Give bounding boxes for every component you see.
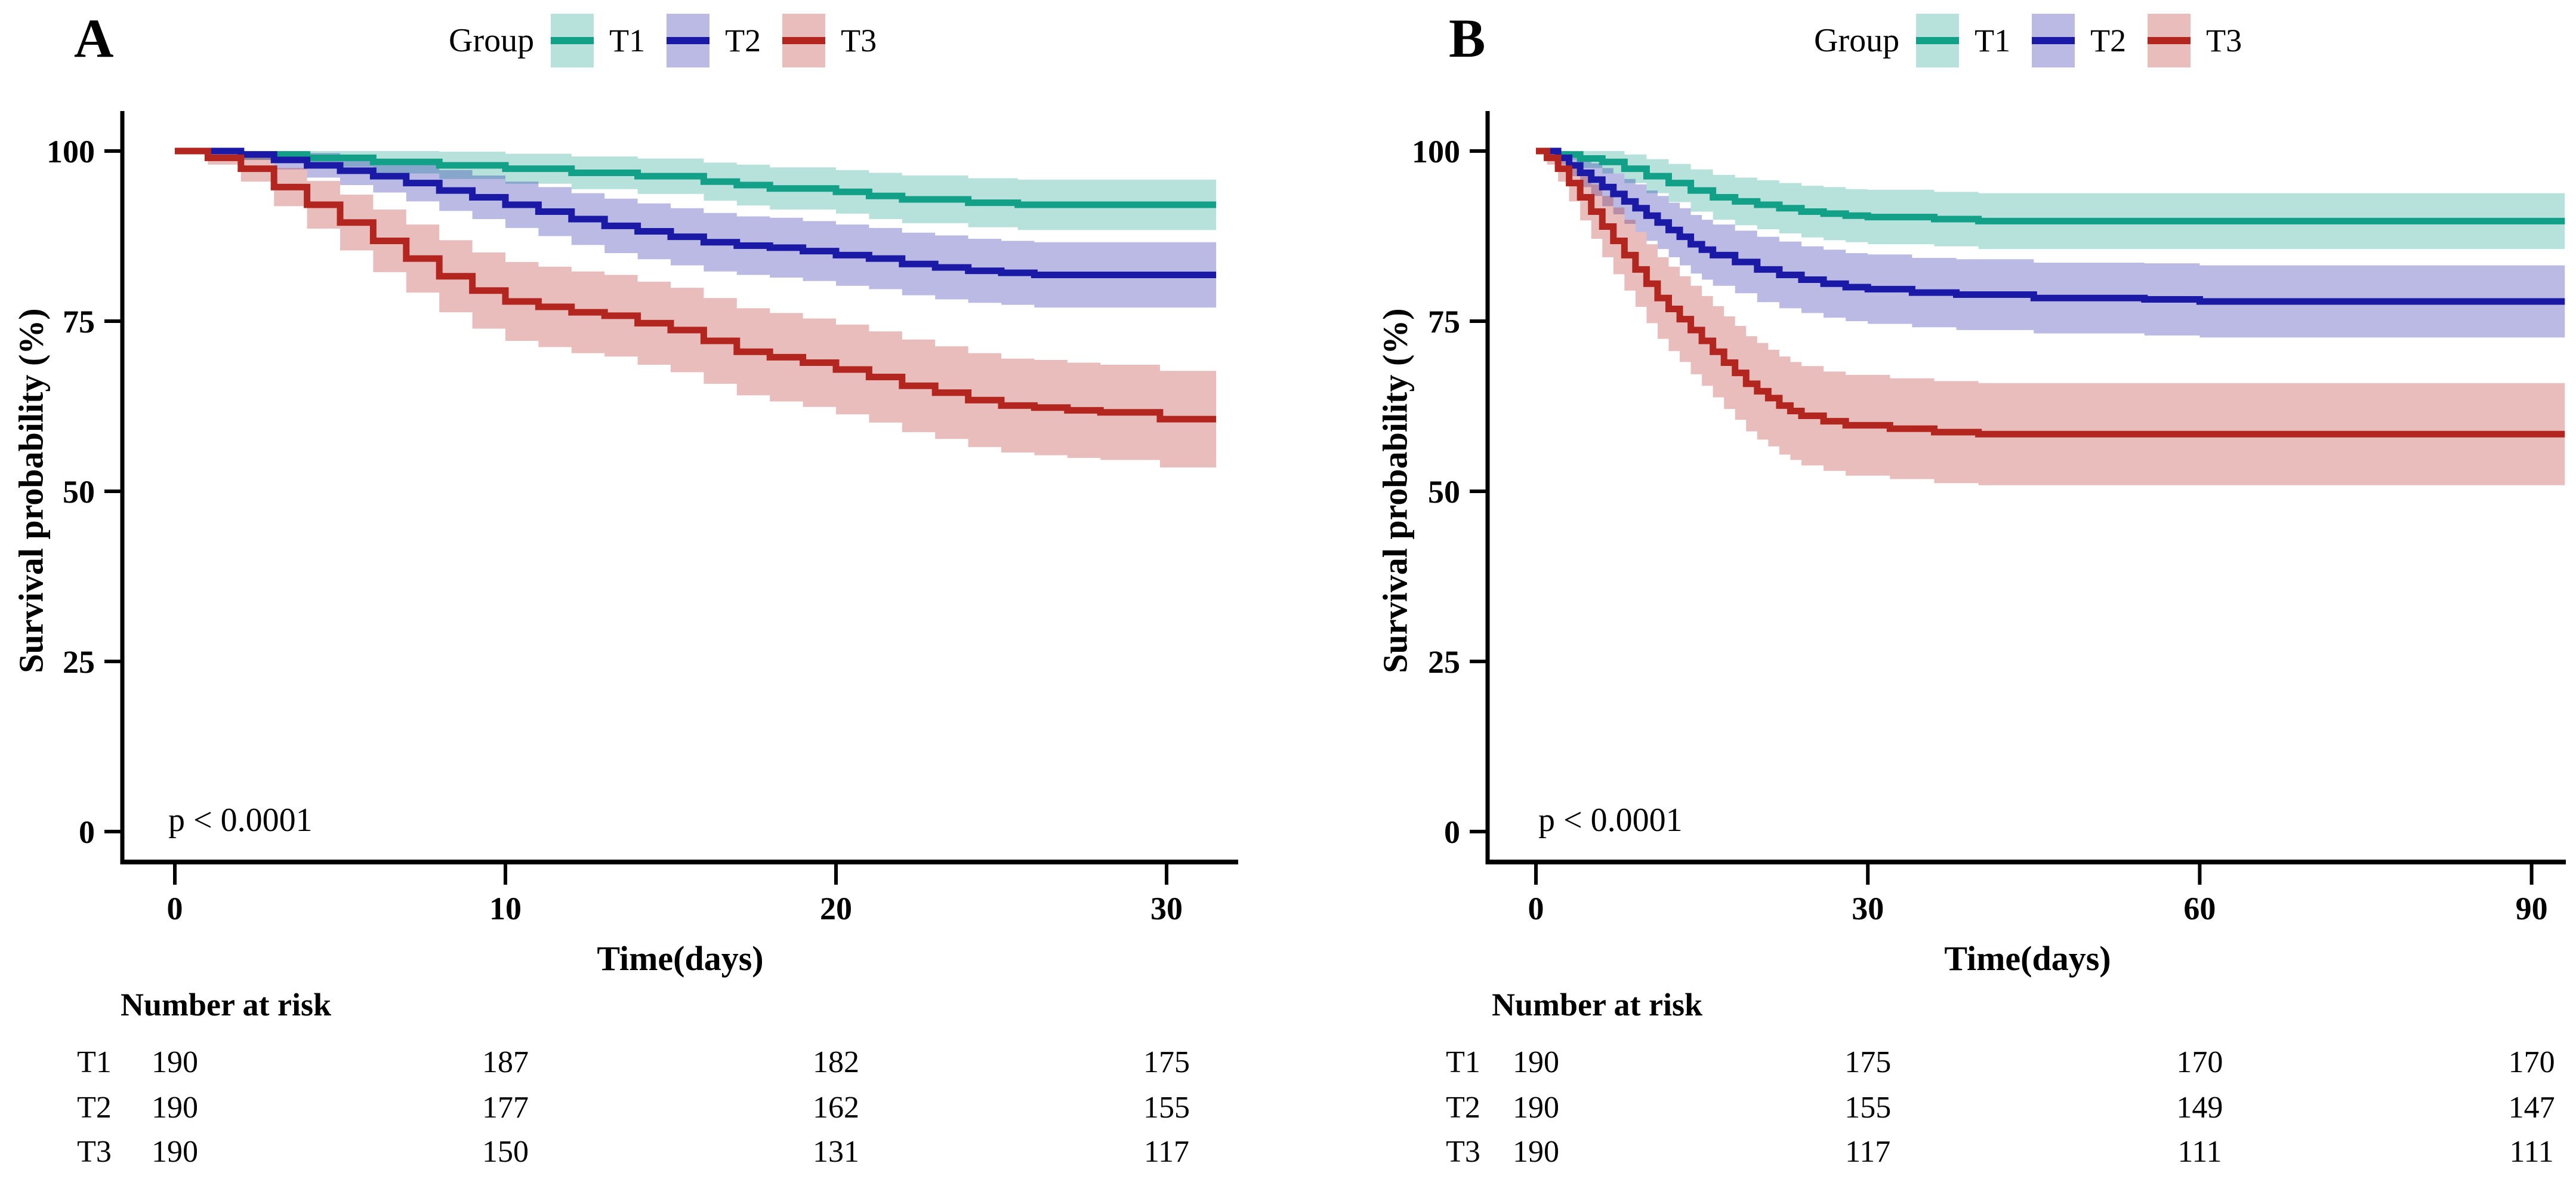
ci-ribbon-t3-panel-b <box>1536 151 2565 485</box>
survival-curve-t2-panel-a <box>175 147 1217 278</box>
risk-count: 149 <box>2176 1091 2223 1125</box>
legend-key-line <box>782 37 826 44</box>
risk-row-label: T2 <box>1446 1091 1480 1125</box>
risk-count: 131 <box>813 1135 859 1169</box>
legend-key-t3 <box>2148 14 2191 67</box>
legend-label: T2 <box>725 23 761 59</box>
survival-curve-t2-panel-b <box>1536 147 2565 305</box>
risk-count: 175 <box>1143 1045 1190 1079</box>
risk-row-label: T2 <box>77 1091 112 1125</box>
legend-label: T1 <box>1975 23 2011 59</box>
p-value-a: p < 0.0001 <box>168 802 313 839</box>
y-tick-label: 25 <box>1428 644 1460 680</box>
x-tick-label: 90 <box>2516 891 2548 926</box>
legend-key-line <box>667 37 710 44</box>
panel-a-letter: A <box>74 8 114 69</box>
legend-title: Group <box>449 22 535 59</box>
risk-count: 170 <box>2176 1045 2223 1079</box>
x-tick-label: 30 <box>1150 891 1183 926</box>
risk-row-label: T1 <box>77 1045 112 1079</box>
legend-item-t3: T3 <box>2148 14 2242 67</box>
risk-count: 155 <box>1844 1091 1892 1125</box>
legend-item-t1: T1 <box>1916 14 2010 67</box>
risk-count: 190 <box>1513 1045 1559 1079</box>
risk-count: 111 <box>2509 1135 2554 1169</box>
x-tick-label: 0 <box>1528 891 1544 926</box>
legend-key-t1 <box>551 14 594 67</box>
risk-count: 187 <box>482 1045 529 1079</box>
risk-row-label: T3 <box>77 1135 112 1169</box>
risk-count: 162 <box>813 1091 859 1125</box>
legend-key-line <box>2032 37 2075 44</box>
risk-count: 117 <box>1143 1135 1190 1169</box>
y-tick-label: 75 <box>1428 304 1460 340</box>
legend-panel-b: Group T1 T2 T3 <box>1814 10 2259 72</box>
y-axis-title-b: Survival probability (%) <box>1375 308 1415 673</box>
risk-count: 190 <box>1513 1135 1559 1169</box>
legend-label: T3 <box>2206 23 2242 59</box>
legend-key-line <box>2148 37 2191 44</box>
y-axis-title-a: Survival probability (%) <box>11 308 51 673</box>
legend-item-t2: T2 <box>2032 14 2126 67</box>
panel-b-letter: B <box>1449 8 1486 69</box>
x-tick-label: 60 <box>2183 891 2216 926</box>
risk-count: 117 <box>1845 1135 1891 1169</box>
legend-item-t2: T2 <box>667 14 761 67</box>
ci-ribbon-t2-panel-b <box>1536 151 2565 338</box>
x-tick-label: 10 <box>489 891 522 926</box>
x-tick-label: 0 <box>167 891 183 926</box>
ci-ribbon-t1-panel-b <box>1536 151 2565 250</box>
legend-item-t3: T3 <box>782 14 877 67</box>
risk-count: 150 <box>482 1135 529 1169</box>
legend-key-t2 <box>667 14 710 67</box>
y-tick-label: 0 <box>1444 814 1460 850</box>
risk-count: 175 <box>1844 1045 1892 1079</box>
risk-row-label: T3 <box>1446 1135 1480 1169</box>
y-tick-label: 50 <box>63 474 95 510</box>
risk-count: 147 <box>2508 1091 2555 1125</box>
y-tick-label: 100 <box>47 134 95 170</box>
legend-key-t1 <box>1916 14 1960 67</box>
x-tick-label: 30 <box>1852 891 1884 926</box>
risk-count: 177 <box>482 1091 529 1125</box>
legend-label: T3 <box>841 23 877 59</box>
risk-count: 190 <box>152 1045 198 1079</box>
x-axis-title-a: Time(days) <box>597 939 764 978</box>
y-tick-label: 75 <box>63 304 95 340</box>
ci-ribbon-t3-panel-a <box>175 151 1217 468</box>
risk-count: 190 <box>1513 1091 1559 1125</box>
legend-panel-a: Group T1 T2 T3 <box>449 10 893 72</box>
survival-curve-t3-panel-b <box>1536 147 2565 438</box>
risk-count: 182 <box>813 1045 859 1079</box>
x-axis-title-b: Time(days) <box>1944 939 2111 978</box>
survival-curve-t1-panel-a <box>175 147 1217 208</box>
survival-curve-t1-panel-b <box>1536 147 2565 224</box>
risk-row-label: T1 <box>1446 1045 1480 1079</box>
legend-title: Group <box>1814 22 1900 59</box>
legend-key-t3 <box>782 14 826 67</box>
y-tick-label: 25 <box>63 644 95 680</box>
risk-count: 190 <box>152 1091 198 1125</box>
survival-curve-t3-panel-a <box>175 147 1217 423</box>
legend-item-t1: T1 <box>551 14 645 67</box>
risk-count: 111 <box>2177 1135 2222 1169</box>
y-tick-label: 50 <box>1428 474 1460 510</box>
y-tick-label: 100 <box>1412 134 1460 170</box>
risk-count: 170 <box>2508 1045 2555 1079</box>
risk-count: 155 <box>1143 1091 1190 1125</box>
risk-count: 190 <box>152 1135 198 1169</box>
x-tick-label: 20 <box>820 891 852 926</box>
legend-key-t2 <box>2032 14 2075 67</box>
legend-label: T1 <box>609 23 646 59</box>
ci-ribbon-t1-panel-a <box>175 151 1217 230</box>
risk-table-title-b: Number at risk <box>1492 987 1703 1023</box>
y-tick-label: 0 <box>79 814 95 850</box>
legend-key-line <box>551 37 594 44</box>
legend-key-line <box>1916 37 1960 44</box>
risk-table-title-a: Number at risk <box>121 987 332 1023</box>
legend-label: T2 <box>2090 23 2127 59</box>
p-value-b: p < 0.0001 <box>1538 802 1683 839</box>
